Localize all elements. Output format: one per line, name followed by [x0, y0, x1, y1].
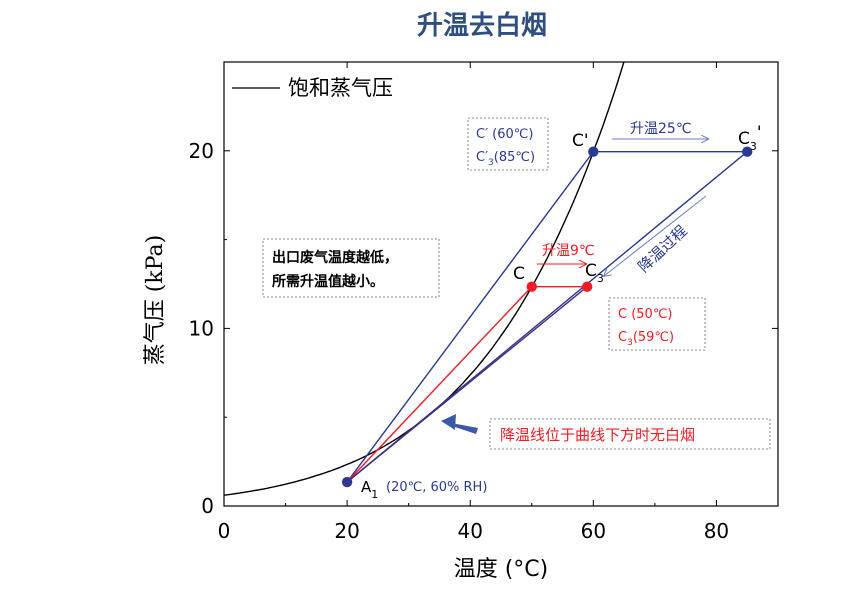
high-temp-line-2: C′3(85℃): [476, 150, 535, 168]
x-tick-label: 20: [334, 519, 359, 543]
x-axis-label: 温度 (°C): [454, 557, 549, 582]
point-label-a1: A1: [361, 478, 378, 501]
note-box: [262, 238, 440, 298]
state-point-C: [526, 281, 537, 292]
state-point-C3: [581, 281, 593, 292]
low-temp-line-2: C3(59℃): [618, 330, 674, 348]
x-tick-label: 60: [581, 519, 606, 543]
legend-label: 饱和蒸气压: [288, 76, 393, 100]
y-axis-label: 蒸气压 (kPa): [143, 235, 168, 365]
high-temp-box: [467, 117, 549, 171]
pointer-arrow-head: [441, 414, 456, 430]
x-axis: 0 20 40 60 80: [218, 62, 729, 543]
low-temp-line-1: C (50℃): [618, 307, 673, 322]
plot-frame: [223, 61, 779, 507]
process-lines: [346, 150, 748, 483]
point-label-c3: C3: [585, 261, 604, 285]
high-temp-line-1: C′ (60℃): [476, 127, 533, 142]
point-label-c: C: [513, 264, 525, 284]
heat-9-label: 升温9℃: [542, 243, 595, 259]
process-line-C3-A1: [346, 286, 588, 483]
y-axis: 0 10 20: [189, 139, 778, 518]
state-point-Cp: [588, 146, 599, 157]
y-tick-label: 10: [189, 316, 214, 340]
x-tick-label: 0: [218, 519, 231, 543]
below-curve-box: [489, 418, 771, 450]
state-point-A1: [341, 476, 353, 488]
x-tick-label: 80: [704, 519, 729, 543]
below-curve-note: 降温线位于曲线下方时无白烟: [500, 426, 695, 444]
point-label-c-prime: C': [572, 131, 589, 151]
low-temp-box: [608, 297, 706, 351]
process-line-A1-Cp: [346, 151, 594, 483]
note-line-1: 出口废气温度越低，: [272, 249, 398, 266]
x-tick-label: 40: [457, 519, 482, 543]
chart-title: 升温去白烟: [417, 10, 547, 41]
heat-25-label: 升温25℃: [630, 121, 692, 137]
state-point-C3p: [742, 146, 753, 157]
note-line-2: 所需升温值越小。: [272, 273, 384, 290]
cooling-arrow: [604, 195, 707, 276]
point-label-c3-prime: C3': [738, 123, 762, 153]
y-tick-label: 0: [201, 494, 214, 518]
y-tick-label: 20: [189, 139, 214, 163]
a1-state-annotation: (20℃, 60% RH): [386, 480, 487, 495]
state-points: [341, 146, 753, 488]
process-line-A1-C: [346, 286, 533, 483]
